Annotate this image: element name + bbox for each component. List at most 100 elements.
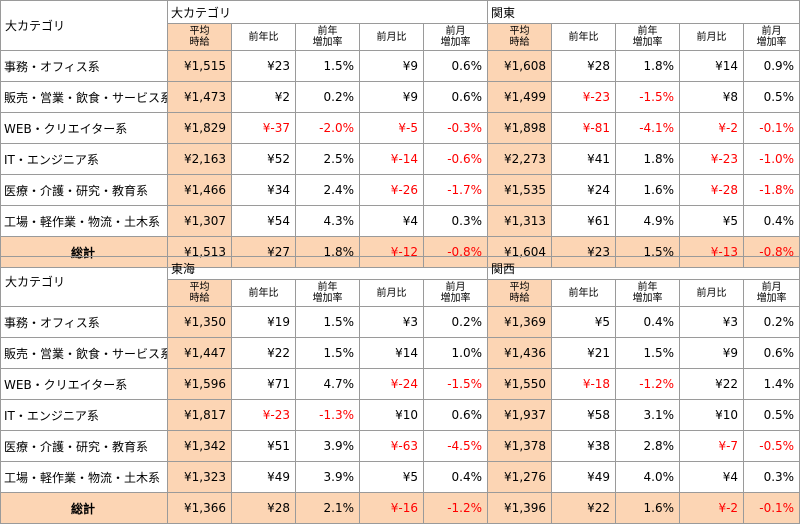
value-cell: -4.1% <box>615 112 681 144</box>
column-subheader: 前月比 <box>359 23 424 51</box>
column-subheader: 平均 時給 <box>487 279 553 307</box>
value-cell: ¥22 <box>551 492 617 524</box>
value-cell: ¥-16 <box>359 492 424 524</box>
value-cell: 0.6% <box>743 337 800 369</box>
category-cell: IT・エンジニア系 <box>0 143 168 175</box>
value-cell: ¥-23 <box>231 399 296 431</box>
column-subheader: 前月 増加率 <box>422 23 489 51</box>
column-subheader: 平均 時給 <box>487 23 553 51</box>
value-cell: ¥71 <box>231 368 296 400</box>
total-row: 総計 ¥1,366 ¥28 2.1% ¥-16 -1.2% ¥1,396 ¥22 1.6% ¥-2… <box>0 492 800 524</box>
value-cell: -1.5% <box>422 368 489 400</box>
value-cell: ¥3 <box>679 306 745 338</box>
value-cell: ¥22 <box>231 337 296 369</box>
value-cell: 0.3% <box>743 461 800 493</box>
value-cell: 0.5% <box>743 399 800 431</box>
column-subheader: 前年 増加率 <box>615 279 681 307</box>
category-column-header: 大カテゴリ <box>0 0 168 51</box>
table-row: WEB・クリエイター系 ¥1,829 ¥-37 -2.0% ¥-5 -0.3% ¥1,898… <box>0 112 800 144</box>
value-cell: ¥5 <box>359 461 424 493</box>
value-cell: 4.7% <box>295 368 360 400</box>
avg-wage-cell: ¥1,350 <box>167 306 232 338</box>
region-header: 関東 <box>487 0 800 24</box>
subheader-row: 平均 時給 前年比 前年 増加率 前月比 前月 増加率 平均 時給 前年比 前年 増加率 前月比 前月 増加率 <box>1 279 800 307</box>
column-subheader: 平均 時給 <box>167 279 232 307</box>
value-cell: ¥3 <box>359 306 424 338</box>
column-subheader: 平均 時給 <box>167 23 232 51</box>
value-cell: -1.2% <box>615 368 681 400</box>
value-cell: ¥-2 <box>679 492 745 524</box>
category-cell: 販売・営業・飲食・サービス系 <box>0 337 168 369</box>
avg-wage-cell: ¥1,515 <box>167 50 232 82</box>
value-cell: ¥24 <box>551 174 617 206</box>
value-cell: 3.9% <box>295 461 360 493</box>
table-row: 事務・オフィス系 ¥1,515 ¥23 1.5% ¥9 0.6% ¥1,608 ¥28 1.8%… <box>0 50 800 82</box>
value-cell: ¥38 <box>551 430 617 462</box>
value-cell: -1.0% <box>743 143 800 175</box>
value-cell: 1.8% <box>615 143 681 175</box>
category-cell: 工場・軽作業・物流・土木系 <box>0 461 168 493</box>
region-header-row: 大カテゴリ 東海 関西 <box>0 256 800 307</box>
value-cell: ¥52 <box>231 143 296 175</box>
table-row: 工場・軽作業・物流・土木系 ¥1,323 ¥49 3.9% ¥5 0.4% ¥1,276 ¥4… <box>0 461 800 493</box>
value-cell: 1.6% <box>615 174 681 206</box>
value-cell: 2.8% <box>615 430 681 462</box>
value-cell: 0.3% <box>422 205 489 237</box>
value-cell: ¥49 <box>551 461 617 493</box>
value-cell: ¥-14 <box>359 143 424 175</box>
value-cell: -1.8% <box>743 174 800 206</box>
value-cell: ¥34 <box>231 174 296 206</box>
value-cell: ¥22 <box>679 368 745 400</box>
value-cell: 0.9% <box>743 50 800 82</box>
avg-wage-cell: ¥1,313 <box>487 205 553 237</box>
value-cell: ¥54 <box>231 205 296 237</box>
value-cell: ¥8 <box>679 81 745 113</box>
avg-wage-cell: ¥2,273 <box>487 143 553 175</box>
value-cell: ¥-2 <box>679 112 745 144</box>
value-cell: -1.2% <box>422 492 489 524</box>
column-subheader: 前月比 <box>679 23 745 51</box>
avg-wage-cell: ¥1,473 <box>167 81 232 113</box>
value-cell: 0.2% <box>295 81 360 113</box>
value-cell: 2.5% <box>295 143 360 175</box>
value-cell: ¥5 <box>551 306 617 338</box>
value-cell: ¥19 <box>231 306 296 338</box>
table-row: WEB・クリエイター系 ¥1,596 ¥71 4.7% ¥-24 -1.5% ¥1,550 ¥… <box>0 368 800 400</box>
avg-wage-cell: ¥1,608 <box>487 50 553 82</box>
value-cell: 0.6% <box>422 50 489 82</box>
region-header: 東海 <box>166 256 489 280</box>
value-cell: ¥-7 <box>679 430 745 462</box>
value-cell: 0.2% <box>743 306 800 338</box>
wage-table-2: 大カテゴリ 東海 関西 平均 時給 前年比 前年 増加率 前月比 前月 増加率 平均 時給 前年比 前年 増加… <box>0 256 800 524</box>
avg-wage-cell: ¥1,499 <box>487 81 553 113</box>
value-cell: ¥41 <box>551 143 617 175</box>
table-row: 医療・介護・研究・教育系 ¥1,342 ¥51 3.9% ¥-63 -4.5% ¥1,378… <box>0 430 800 462</box>
value-cell: -4.5% <box>422 430 489 462</box>
value-cell: 0.5% <box>743 81 800 113</box>
value-cell: ¥10 <box>679 399 745 431</box>
value-cell: 1.6% <box>615 492 681 524</box>
value-cell: 0.6% <box>422 399 489 431</box>
table-row: 医療・介護・研究・教育系 ¥1,466 ¥34 2.4% ¥-26 -1.7% ¥1,535… <box>0 174 800 206</box>
value-cell: 4.9% <box>615 205 681 237</box>
category-column-header: 大カテゴリ <box>0 256 168 307</box>
value-cell: ¥-26 <box>359 174 424 206</box>
table-row: IT・エンジニア系 ¥2,163 ¥52 2.5% ¥-14 -0.6% ¥2,273 ¥41… <box>0 143 800 175</box>
value-cell: 1.5% <box>295 50 360 82</box>
value-cell: 0.6% <box>422 81 489 113</box>
avg-wage-cell: ¥1,276 <box>487 461 553 493</box>
region-header: 大カテゴリ <box>166 0 489 24</box>
value-cell: ¥-24 <box>359 368 424 400</box>
value-cell: 0.4% <box>615 306 681 338</box>
category-cell: 医療・介護・研究・教育系 <box>0 174 168 206</box>
avg-wage-cell: ¥1,466 <box>167 174 232 206</box>
value-cell: -1.3% <box>295 399 360 431</box>
avg-wage-cell: ¥2,163 <box>167 143 232 175</box>
category-cell: 販売・営業・飲食・サービス系 <box>0 81 168 113</box>
column-subheader: 前年比 <box>551 23 617 51</box>
avg-wage-cell: ¥1,366 <box>167 492 232 524</box>
value-cell: ¥61 <box>551 205 617 237</box>
column-subheader: 前月 増加率 <box>422 279 489 307</box>
value-cell: ¥28 <box>551 50 617 82</box>
category-cell: 事務・オフィス系 <box>0 306 168 338</box>
